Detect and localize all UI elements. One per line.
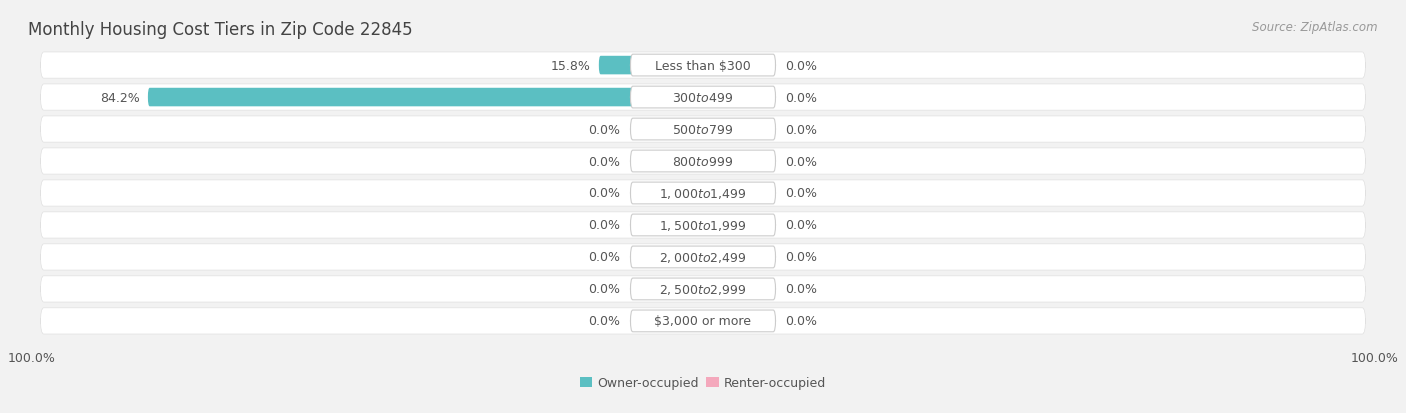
FancyBboxPatch shape (630, 278, 776, 300)
FancyBboxPatch shape (671, 248, 703, 266)
Text: 0.0%: 0.0% (589, 251, 620, 264)
FancyBboxPatch shape (41, 149, 1365, 175)
Text: 0.0%: 0.0% (589, 219, 620, 232)
FancyBboxPatch shape (703, 121, 735, 139)
FancyBboxPatch shape (41, 212, 1365, 238)
Text: 0.0%: 0.0% (786, 155, 817, 168)
Text: 0.0%: 0.0% (786, 123, 817, 136)
FancyBboxPatch shape (41, 85, 1365, 111)
FancyBboxPatch shape (703, 88, 735, 107)
Legend: Owner-occupied, Renter-occupied: Owner-occupied, Renter-occupied (579, 376, 827, 389)
FancyBboxPatch shape (630, 151, 776, 173)
Text: $1,000 to $1,499: $1,000 to $1,499 (659, 187, 747, 200)
FancyBboxPatch shape (599, 57, 703, 75)
FancyBboxPatch shape (630, 310, 776, 332)
FancyBboxPatch shape (671, 216, 703, 235)
Text: 0.0%: 0.0% (786, 59, 817, 72)
FancyBboxPatch shape (41, 180, 1365, 206)
FancyBboxPatch shape (630, 55, 776, 77)
Text: 0.0%: 0.0% (786, 251, 817, 264)
Text: 0.0%: 0.0% (786, 315, 817, 328)
Text: $300 to $499: $300 to $499 (672, 91, 734, 104)
FancyBboxPatch shape (671, 184, 703, 203)
Text: $2,000 to $2,499: $2,000 to $2,499 (659, 250, 747, 264)
FancyBboxPatch shape (671, 152, 703, 171)
Text: 0.0%: 0.0% (786, 91, 817, 104)
FancyBboxPatch shape (703, 312, 735, 330)
Text: 0.0%: 0.0% (786, 187, 817, 200)
FancyBboxPatch shape (41, 116, 1365, 143)
FancyBboxPatch shape (671, 280, 703, 299)
FancyBboxPatch shape (41, 308, 1365, 334)
FancyBboxPatch shape (630, 87, 776, 109)
Text: 0.0%: 0.0% (589, 283, 620, 296)
Text: 0.0%: 0.0% (589, 123, 620, 136)
FancyBboxPatch shape (671, 121, 703, 139)
Text: 0.0%: 0.0% (589, 155, 620, 168)
FancyBboxPatch shape (630, 119, 776, 140)
Text: Source: ZipAtlas.com: Source: ZipAtlas.com (1253, 21, 1378, 33)
Text: $800 to $999: $800 to $999 (672, 155, 734, 168)
FancyBboxPatch shape (703, 248, 735, 266)
Text: 15.8%: 15.8% (551, 59, 591, 72)
FancyBboxPatch shape (703, 280, 735, 299)
Text: Less than $300: Less than $300 (655, 59, 751, 72)
Text: $3,000 or more: $3,000 or more (655, 315, 751, 328)
Text: 0.0%: 0.0% (786, 283, 817, 296)
Text: 0.0%: 0.0% (786, 219, 817, 232)
FancyBboxPatch shape (671, 312, 703, 330)
FancyBboxPatch shape (703, 184, 735, 203)
Text: $500 to $799: $500 to $799 (672, 123, 734, 136)
Text: 0.0%: 0.0% (589, 187, 620, 200)
FancyBboxPatch shape (41, 276, 1365, 302)
FancyBboxPatch shape (630, 183, 776, 204)
Text: 100.0%: 100.0% (1351, 351, 1399, 364)
Text: 100.0%: 100.0% (7, 351, 55, 364)
Text: $2,500 to $2,999: $2,500 to $2,999 (659, 282, 747, 296)
FancyBboxPatch shape (41, 244, 1365, 271)
Text: 0.0%: 0.0% (589, 315, 620, 328)
FancyBboxPatch shape (630, 215, 776, 236)
Text: $1,500 to $1,999: $1,500 to $1,999 (659, 218, 747, 233)
Text: Monthly Housing Cost Tiers in Zip Code 22845: Monthly Housing Cost Tiers in Zip Code 2… (28, 21, 413, 38)
FancyBboxPatch shape (630, 247, 776, 268)
Text: 84.2%: 84.2% (100, 91, 141, 104)
FancyBboxPatch shape (703, 216, 735, 235)
FancyBboxPatch shape (703, 57, 735, 75)
FancyBboxPatch shape (703, 152, 735, 171)
FancyBboxPatch shape (148, 88, 703, 107)
FancyBboxPatch shape (41, 53, 1365, 79)
